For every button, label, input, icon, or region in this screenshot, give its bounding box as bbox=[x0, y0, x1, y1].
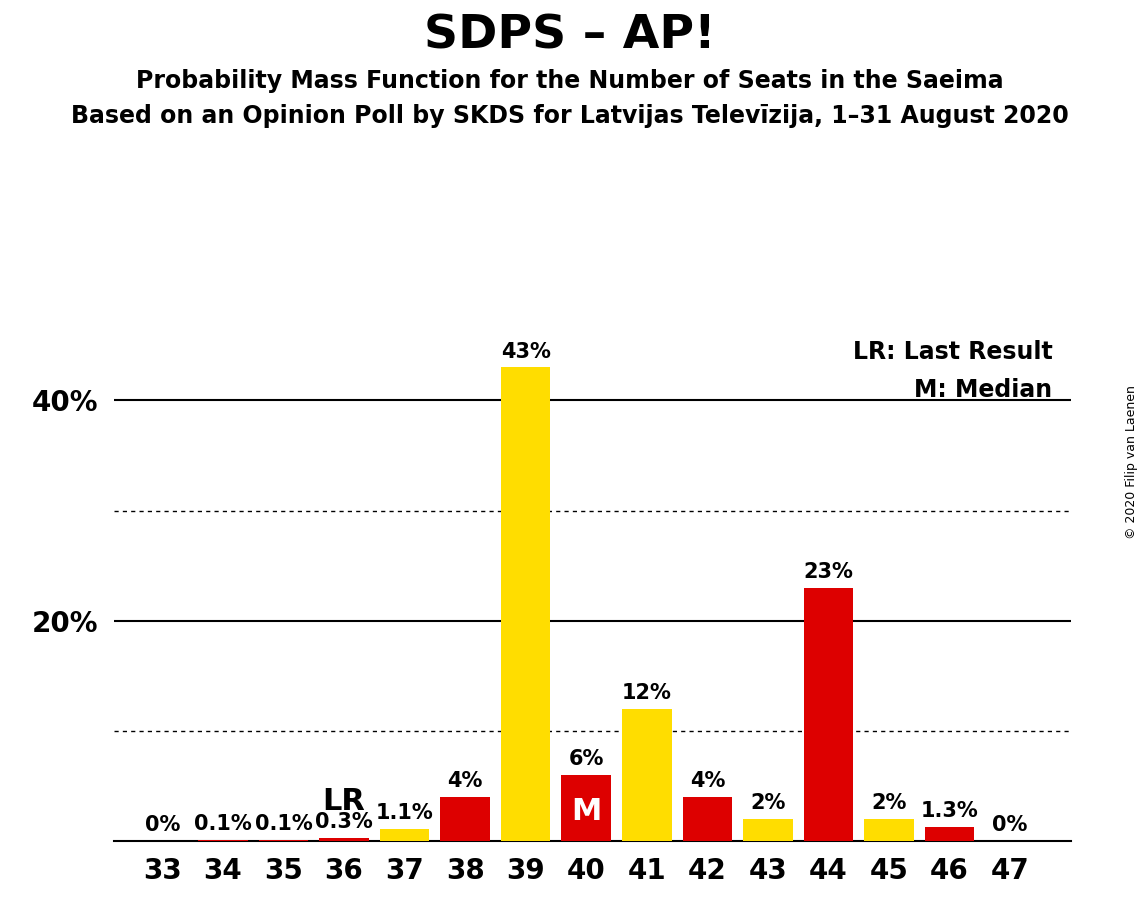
Text: 2%: 2% bbox=[871, 794, 907, 813]
Bar bbox=[865, 819, 913, 841]
Text: M: M bbox=[571, 796, 601, 826]
Text: SDPS – AP!: SDPS – AP! bbox=[424, 14, 715, 59]
Bar bbox=[562, 775, 611, 841]
Bar bbox=[682, 796, 732, 841]
Bar bbox=[925, 827, 974, 841]
Text: 1.3%: 1.3% bbox=[920, 801, 978, 821]
Bar bbox=[319, 837, 369, 841]
Text: 0.1%: 0.1% bbox=[255, 814, 312, 834]
Text: 1.1%: 1.1% bbox=[376, 803, 434, 823]
Text: 6%: 6% bbox=[568, 749, 604, 770]
Bar bbox=[622, 709, 672, 841]
Text: 0.1%: 0.1% bbox=[194, 814, 252, 834]
Text: 4%: 4% bbox=[689, 772, 726, 791]
Text: 43%: 43% bbox=[501, 342, 550, 362]
Bar bbox=[441, 796, 490, 841]
Text: M: Median: M: Median bbox=[915, 379, 1052, 403]
Bar bbox=[743, 819, 793, 841]
Text: Based on an Opinion Poll by SKDS for Latvijas Televīzija, 1–31 August 2020: Based on an Opinion Poll by SKDS for Lat… bbox=[71, 104, 1068, 128]
Text: 23%: 23% bbox=[803, 562, 853, 582]
Text: 0%: 0% bbox=[992, 815, 1027, 835]
Text: 12%: 12% bbox=[622, 683, 672, 703]
Text: LR: Last Result: LR: Last Result bbox=[853, 340, 1052, 364]
Bar bbox=[804, 588, 853, 841]
Text: 2%: 2% bbox=[751, 794, 786, 813]
Text: LR: LR bbox=[322, 786, 366, 816]
Text: 4%: 4% bbox=[448, 772, 483, 791]
Text: 0%: 0% bbox=[145, 815, 180, 835]
Text: © 2020 Filip van Laenen: © 2020 Filip van Laenen bbox=[1124, 385, 1138, 539]
Bar bbox=[198, 840, 247, 841]
Text: 0.3%: 0.3% bbox=[316, 812, 372, 832]
Text: Probability Mass Function for the Number of Seats in the Saeima: Probability Mass Function for the Number… bbox=[136, 69, 1003, 93]
Bar bbox=[379, 829, 429, 841]
Bar bbox=[501, 368, 550, 841]
Bar bbox=[259, 840, 309, 841]
